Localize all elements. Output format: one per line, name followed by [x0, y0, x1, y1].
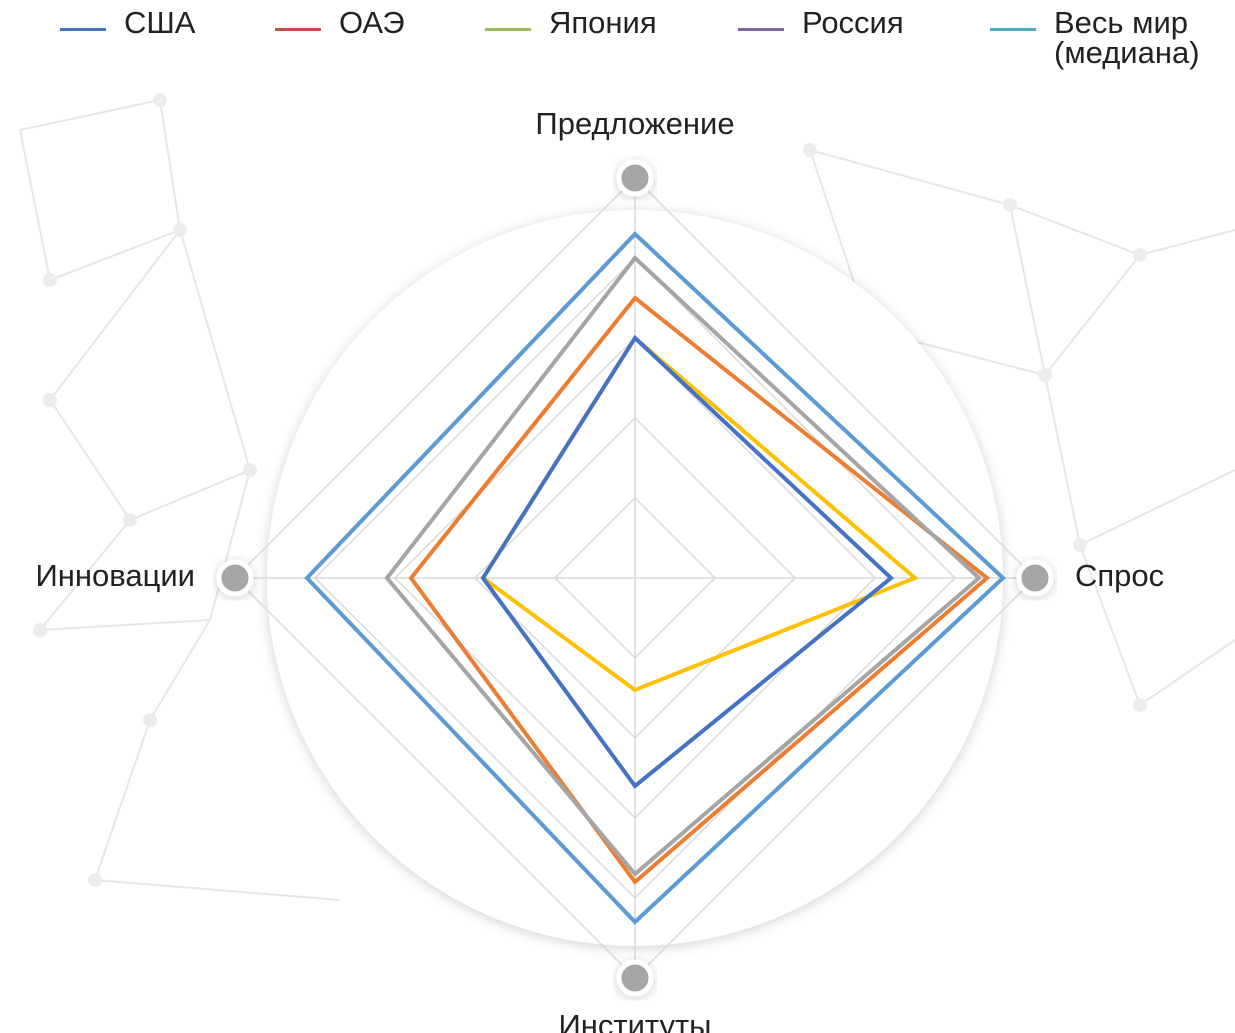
series-line	[408, 295, 991, 885]
axis-marker	[616, 159, 654, 197]
legend-swatch	[60, 28, 106, 31]
grid-line	[313, 256, 957, 900]
series-line	[480, 334, 895, 789]
axis-label: Институты	[559, 1008, 712, 1033]
legend-item: ОАЭ	[275, 5, 405, 40]
legend-item: Россия	[738, 5, 904, 40]
grid-line	[553, 496, 717, 660]
legend: США ОАЭ Япония Россия Весь мир (медиана)	[0, 5, 1235, 88]
legend-item: США	[60, 5, 196, 40]
axis-label: Предложение	[535, 106, 734, 141]
grid-line	[473, 416, 797, 740]
axis-label: Спрос	[1075, 558, 1164, 593]
axis-marker	[616, 959, 654, 997]
legend-item: Япония	[485, 5, 657, 40]
legend-label: США	[124, 5, 196, 40]
legend-label: ОАЭ	[339, 5, 405, 40]
axis-marker	[216, 559, 254, 597]
plot-area: Предложение Спрос Институты Инновации	[35, 106, 1164, 1033]
legend-label: Россия	[802, 5, 904, 40]
legend-label: Весь мир (медиана)	[1054, 5, 1200, 70]
background-network	[19, 93, 1235, 901]
axis-label: Инновации	[35, 558, 195, 593]
legend-swatch	[990, 28, 1036, 31]
legend-label: Япония	[549, 5, 657, 40]
legend-item: Весь мир (медиана)	[990, 5, 1200, 70]
legend-swatch	[485, 28, 531, 31]
legend-swatch	[738, 28, 784, 31]
series-line	[304, 231, 1006, 925]
legend-swatch	[275, 28, 321, 31]
series-line	[384, 255, 982, 877]
axis-marker	[1016, 559, 1054, 597]
